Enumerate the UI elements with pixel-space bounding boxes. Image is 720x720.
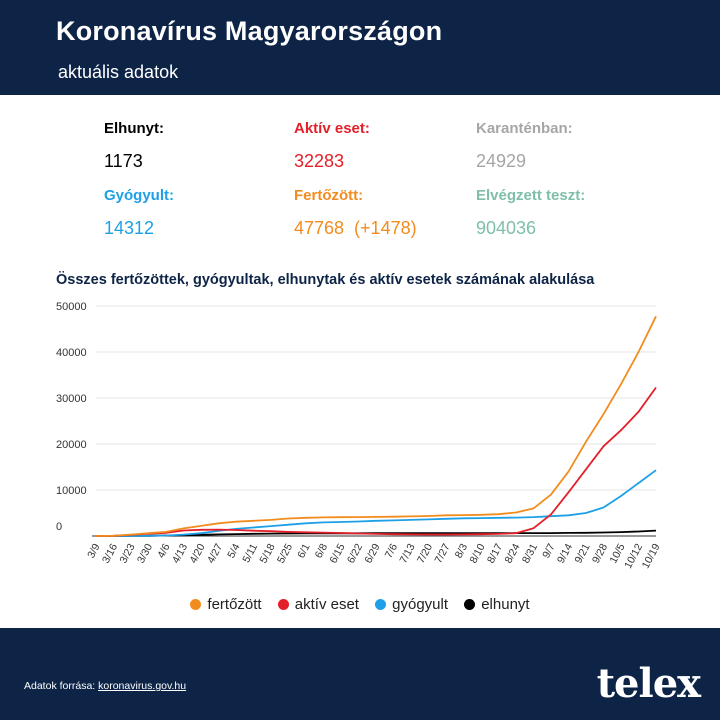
x-tick-label: 7/20 [415, 542, 435, 566]
stat-fertozott-value: 47768 (+1478) [294, 218, 417, 238]
page-title: Koronavírus Magyarországon [56, 16, 443, 46]
y-tick-label: 20000 [56, 439, 87, 451]
stat-karanten-label: Karanténban: [476, 120, 573, 137]
legend-item-aktiv: aktív eset [277, 596, 359, 613]
x-tick-label: 7/27 [432, 542, 452, 566]
stat-karanten: Karanténban: 24929 [476, 120, 573, 172]
legend-dot-fertozott [190, 599, 202, 610]
footer: Adatok forrása: koronavirus.gov.hu telex [0, 628, 720, 720]
data-source: Adatok forrása: koronavirus.gov.hu [24, 680, 186, 692]
y-tick-label: 50000 [56, 301, 87, 313]
page-subtitle: aktuális adatok [58, 62, 179, 82]
legend-label-elhunyt: elhunyt [481, 596, 530, 613]
legend-item-elhunyt: elhunyt [464, 596, 530, 613]
stat-teszt: Elvégzett teszt: 904036 [476, 187, 585, 239]
x-tick-label: 3/30 [135, 542, 155, 566]
legend-item-gyogyult: gyógyult [375, 596, 448, 613]
chart-title: Összes fertőzöttek, gyógyultak, elhunyta… [56, 272, 595, 288]
x-tick-label: 9/28 [590, 542, 610, 566]
stat-gyogyult-label: Gyógyult: [104, 187, 174, 204]
stat-teszt-value: 904036 [476, 218, 537, 238]
x-tick-label: 6/1 [295, 542, 313, 561]
stat-aktiv-label: Aktív eset: [294, 120, 370, 137]
x-tick-label: 4/20 [187, 542, 207, 566]
x-tick-label: 8/31 [520, 542, 540, 566]
source-link[interactable]: koronavirus.gov.hu [98, 680, 187, 692]
x-tick-label: 10/19 [640, 542, 663, 571]
stat-gyogyult: Gyógyult: 14312 [104, 187, 174, 239]
x-tick-label: 8/17 [485, 542, 505, 566]
telex-logo: telex [596, 660, 701, 707]
x-tick-label: 4/13 [170, 542, 190, 566]
legend-item-fertozott: fertőzött [190, 596, 262, 613]
x-tick-label: 5/18 [257, 542, 277, 566]
legend-dot-aktiv [277, 599, 289, 610]
x-tick-label: 9/21 [572, 542, 592, 566]
stat-elhunyt-value: 1173 [104, 151, 143, 171]
legend-dot-gyogyult [375, 599, 387, 610]
x-tick-label: 5/11 [240, 542, 260, 565]
stat-aktiv-value: 32283 [294, 151, 345, 171]
chart-legend: fertőzött aktív eset gyógyult elhunyt [0, 596, 720, 613]
series-line [95, 386, 657, 537]
legend-dot-elhunyt [464, 599, 476, 610]
stat-elhunyt-label: Elhunyt: [104, 120, 164, 137]
x-tick-label: 7/13 [397, 542, 417, 566]
stat-fertozott: Fertőzött: 47768 (+1478) [294, 187, 417, 239]
legend-label-gyogyult: gyógyult [392, 596, 449, 613]
source-prefix: Adatok forrása: [24, 680, 96, 692]
x-tick-label: 6/15 [327, 542, 347, 566]
x-tick-label: 4/27 [205, 542, 225, 566]
stat-teszt-label: Elvégzett teszt: [476, 187, 586, 204]
y-tick-label: 40000 [56, 347, 87, 359]
series-line [96, 469, 657, 537]
stat-aktiv: Aktív eset: 32283 [294, 120, 370, 172]
stat-gyogyult-value: 14312 [104, 218, 155, 238]
x-tick-label: 8/10 [467, 542, 487, 566]
y-tick-label: 10000 [56, 485, 87, 497]
legend-label-aktiv: aktív eset [294, 596, 359, 613]
series-line [95, 315, 657, 537]
x-tick-label: 3/23 [117, 542, 137, 566]
x-tick-label: 3/16 [100, 542, 120, 566]
x-tick-label: 6/22 [345, 542, 365, 566]
y-tick-label: 30000 [56, 393, 87, 405]
x-tick-label: 5/25 [275, 542, 295, 566]
x-tick-label: 6/29 [362, 542, 382, 566]
line-chart: 010000200003000040000500003/93/163/233/3… [56, 301, 663, 571]
legend-label-fertozott: fertőzött [207, 596, 262, 613]
stat-karanten-value: 24929 [476, 151, 527, 171]
stat-elhunyt: Elhunyt: 1173 [104, 120, 164, 172]
stat-fertozott-label: Fertőzött: [294, 187, 364, 204]
x-tick-label: 9/14 [555, 542, 575, 566]
y-tick-label: 0 [56, 521, 62, 533]
x-tick-label: 8/24 [502, 542, 522, 566]
header: Koronavírus Magyarországon aktuális adat… [0, 0, 720, 95]
